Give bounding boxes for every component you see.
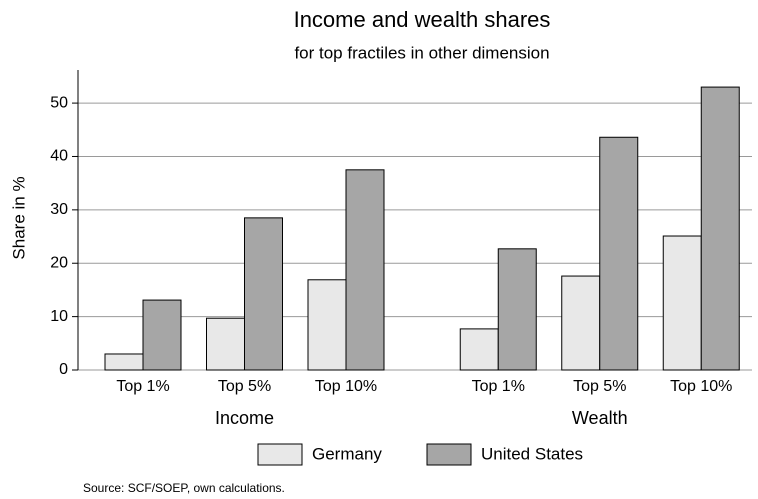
x-tick-label: Top 5% — [218, 378, 271, 395]
bar — [459, 328, 499, 371]
bar — [307, 279, 347, 371]
chart-subtitle: for top fractiles in other dimension — [294, 43, 549, 62]
legend-label: Germany — [312, 444, 382, 463]
bar — [700, 86, 740, 371]
y-tick-label: 50 — [50, 94, 68, 111]
bar — [142, 299, 182, 371]
y-tick-label: 40 — [50, 148, 68, 165]
group-label: Income — [215, 408, 274, 428]
legend-label: United States — [481, 444, 583, 463]
legend-swatch — [426, 443, 472, 466]
bar — [662, 235, 702, 371]
y-tick-label: 30 — [50, 201, 68, 218]
source-note: Source: SCF/SOEP, own calculations. — [83, 481, 285, 495]
bar — [345, 169, 385, 371]
bar — [244, 217, 283, 371]
x-tick-label: Top 5% — [573, 378, 626, 395]
chart-title: Income and wealth shares — [294, 7, 551, 32]
bar — [561, 275, 601, 371]
y-tick-label: 10 — [50, 308, 68, 325]
bar — [206, 317, 245, 371]
group-label: Wealth — [572, 408, 628, 428]
bar — [104, 353, 144, 371]
bar — [497, 248, 537, 371]
y-tick-label: 0 — [59, 361, 68, 378]
y-axis-label: Share in % — [9, 176, 28, 259]
x-tick-label: Top 1% — [116, 378, 169, 395]
x-tick-label: Top 10% — [315, 378, 377, 395]
y-tick-label: 20 — [50, 254, 68, 271]
legend-swatch — [257, 443, 303, 466]
x-tick-label: Top 1% — [472, 378, 525, 395]
bar — [599, 136, 639, 371]
x-tick-label: Top 10% — [670, 378, 732, 395]
